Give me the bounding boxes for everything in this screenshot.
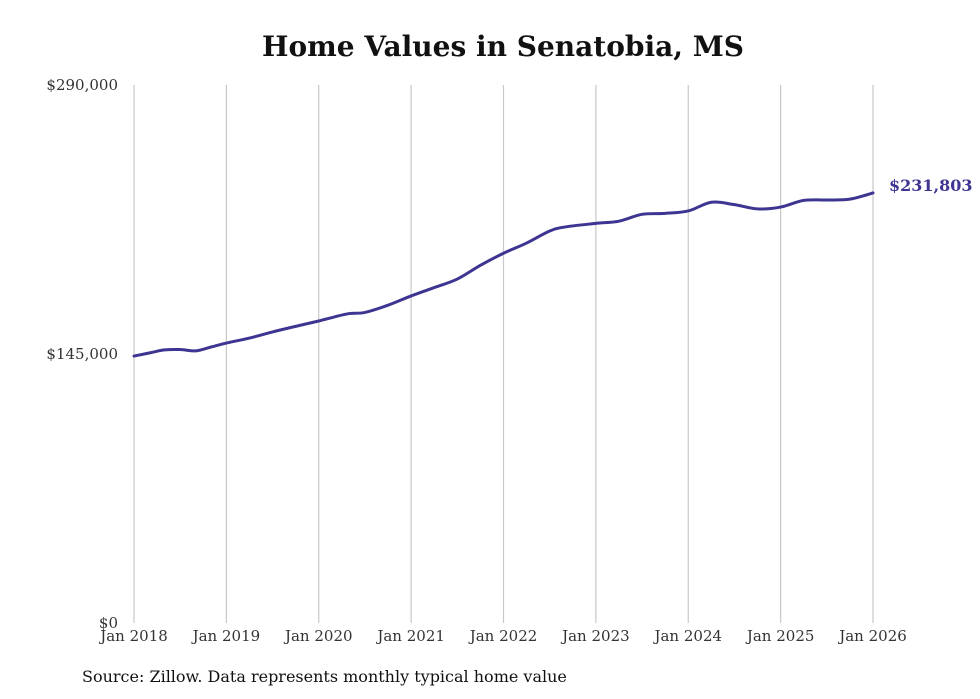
- x-tick-label: Jan 2025: [745, 627, 815, 645]
- y-tick-label: $0: [99, 614, 118, 632]
- series-line: [132, 191, 875, 358]
- source-note: Source: Zillow. Data represents monthly …: [82, 667, 567, 686]
- y-tick-label: $290,000: [46, 76, 118, 94]
- x-tick-label: Jan 2019: [191, 627, 261, 645]
- end-value-label: $231,803: [889, 176, 973, 195]
- x-axis-ticks: Jan 2018 Jan 2019 Jan 2020 Jan 2021 Jan 2022…: [98, 627, 907, 645]
- x-tick-label: Jan 2022: [468, 627, 538, 645]
- chart-title: Home Values in Senatobia, MS: [262, 30, 744, 63]
- x-tick-label: Jan 2020: [283, 627, 353, 645]
- x-tick-label: Jan 2023: [560, 627, 630, 645]
- x-tick-label: Jan 2018: [98, 627, 168, 645]
- series-lines: $231,803: [132, 176, 973, 358]
- x-tick-label: Jan 2024: [652, 627, 722, 645]
- x-tick-label: Jan 2026: [837, 627, 907, 645]
- gridlines: [133, 85, 874, 623]
- y-tick-label: $145,000: [46, 345, 118, 363]
- x-tick-label: Jan 2021: [375, 627, 445, 645]
- y-axis-ticks: $0 $145,000 $290,000: [46, 76, 118, 632]
